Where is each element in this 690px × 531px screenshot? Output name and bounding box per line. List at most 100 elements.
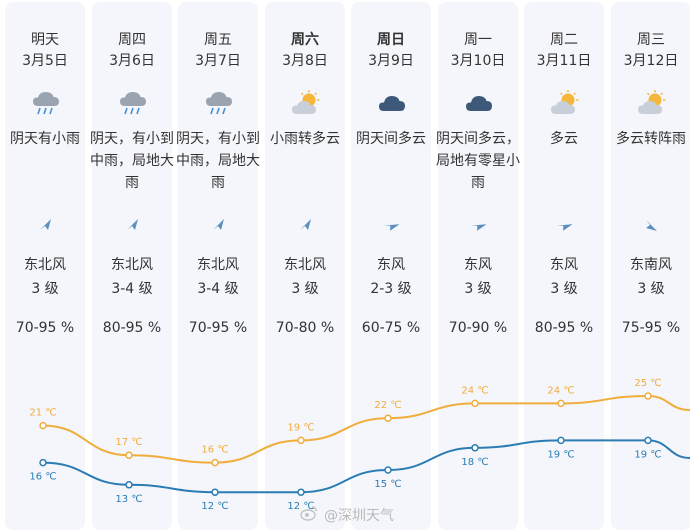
wind-direction-icon [37, 217, 53, 233]
high-temp-point [125, 451, 133, 459]
humidity: 80-95 % [102, 320, 162, 336]
low-temp-label: 16 ℃ [29, 472, 56, 483]
wind-level: 3 级 [550, 281, 578, 297]
low-temp-label: 18 ℃ [461, 457, 488, 468]
day-column: 周五 3月7日阴天，有小到中雨，局地大雨东北风 3-4 级 70-95 % [176, 2, 260, 530]
day-label: 周三 [637, 32, 665, 48]
low-temp-point [211, 488, 219, 496]
low-temp-point [557, 436, 565, 445]
day-column: 明天 3月5日 阴天有小雨 东北风 3 级 70-95 % [5, 2, 85, 530]
low-temp-label: 15 ℃ [374, 479, 401, 490]
high-temp-label: 17 ℃ [115, 437, 142, 448]
wind-level: 3-4 级 [197, 281, 239, 297]
wind-level: 3 级 [464, 281, 492, 297]
day-label: 周六 [291, 32, 319, 48]
high-temp-label: 19 ℃ [287, 422, 314, 433]
weibo-icon [300, 506, 317, 521]
low-temp-label: 19 ℃ [634, 449, 661, 460]
wind-level: 2-3 级 [370, 281, 412, 297]
high-temp-label: 24 ℃ [461, 385, 488, 396]
weather-description: 阴天，有小到中雨，局地大雨 [176, 131, 260, 191]
low-temp-point [471, 444, 479, 452]
day-label: 周一 [464, 32, 492, 48]
low-temp-point [384, 466, 392, 474]
humidity: 70-90 % [448, 320, 508, 336]
weather-description: 阴天间多云 [356, 131, 426, 147]
day-label: 周五 [204, 32, 232, 48]
day-label: 明天 [31, 32, 59, 48]
day-column: 周四 3月6日 阴天，有小到中雨，局地大雨 东北风 3-4 级 80-95 % [90, 2, 174, 530]
low-temp-label: 12 ℃ [201, 501, 228, 512]
wind-direction: 东风 [377, 257, 405, 273]
high-temp-point [39, 421, 47, 430]
high-temp-point [557, 399, 565, 408]
partly-cloudy-icon [550, 90, 580, 116]
wind-direction: 东风 [464, 257, 492, 273]
date-label: 3月8日 [282, 53, 328, 69]
wind-direction-icon [210, 217, 226, 233]
watermark-text: @深圳天气 [324, 508, 394, 524]
low-temp-point [125, 481, 133, 489]
wind-direction-icon [556, 217, 573, 233]
wind-level: 3 级 [31, 281, 59, 297]
high-temp-point [644, 392, 652, 400]
partly-cloudy-icon [291, 90, 321, 116]
high-temp-point [297, 436, 305, 445]
low-temp-point [297, 488, 305, 496]
high-temp-line [42, 394, 690, 464]
humidity: 70-80 % [275, 320, 335, 336]
high-temp-point [211, 458, 219, 467]
day-column: 周六 3月8日 小雨转多云 东北风 3 级 70-80 % [265, 2, 345, 530]
dark-cloud-icon [464, 90, 494, 116]
high-temp-label: 21 ℃ [29, 408, 56, 419]
wind-direction-icon [383, 217, 400, 233]
day-label: 周日 [377, 32, 405, 48]
day-label: 周四 [118, 32, 146, 48]
wind-direction-icon [124, 217, 140, 233]
cloud-rain-icon [31, 90, 61, 116]
wind-direction: 东北风 [284, 257, 326, 273]
wind-direction: 东北风 [111, 257, 153, 273]
cloud-rain-icon [118, 90, 148, 116]
low-temp-point [39, 458, 47, 467]
low-temp-label: 13 ℃ [115, 494, 142, 505]
wind-level: 3 级 [637, 281, 665, 297]
date-label: 3月9日 [368, 53, 414, 69]
weather-description: 阴天间多云，局地有零星小雨 [436, 131, 520, 191]
high-temp-point [384, 414, 392, 422]
wind-direction: 东北风 [197, 257, 239, 273]
wind-direction: 东北风 [24, 257, 66, 273]
low-temp-line [42, 439, 690, 494]
date-label: 3月7日 [195, 53, 241, 69]
humidity: 70-95 % [15, 320, 75, 336]
date-label: 3月12日 [623, 53, 679, 69]
low-temp-label: 19 ℃ [547, 449, 574, 460]
wind-direction-icon [470, 217, 487, 233]
low-temp-point [644, 436, 652, 445]
wind-direction-icon [643, 217, 659, 233]
wind-level: 3-4 级 [111, 281, 153, 297]
humidity: 70-95 % [188, 320, 248, 336]
humidity: 60-75 % [361, 320, 421, 336]
date-label: 3月10日 [450, 53, 506, 69]
date-label: 3月5日 [22, 53, 68, 69]
day-column: 周日 3月9日阴天间多云东风 2-3 级 60-75 % [351, 2, 431, 530]
day-column: 周一 3月10日阴天间多云，局地有零星小雨东风 3 级 70-90 % [436, 2, 520, 530]
humidity: 75-95 % [621, 320, 681, 336]
weather-description: 多云 [550, 131, 578, 147]
partly-cloudy-icon [637, 90, 667, 116]
high-temp-label: 16 ℃ [201, 445, 228, 456]
low-temp-label: 12 ℃ [287, 501, 314, 512]
weather-description: 多云转阵雨 [616, 131, 686, 147]
dark-cloud-icon [377, 90, 407, 116]
date-label: 3月11日 [536, 53, 592, 69]
high-temp-label: 22 ℃ [374, 400, 401, 411]
date-label: 3月6日 [109, 53, 155, 69]
cloud-rain-icon [204, 90, 234, 116]
high-temp-label: 24 ℃ [547, 385, 574, 396]
wind-direction-icon [297, 217, 313, 233]
wind-level: 3 级 [291, 281, 319, 297]
wind-direction: 东风 [550, 257, 578, 273]
wind-direction: 东南风 [630, 257, 672, 273]
